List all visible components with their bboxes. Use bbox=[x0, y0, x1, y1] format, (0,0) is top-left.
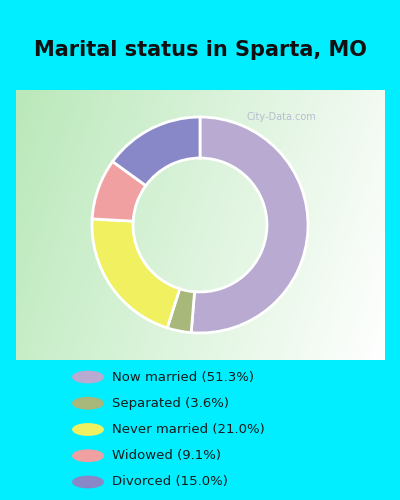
Text: Divorced (15.0%): Divorced (15.0%) bbox=[112, 476, 228, 488]
Text: Never married (21.0%): Never married (21.0%) bbox=[112, 423, 265, 436]
Text: Marital status in Sparta, MO: Marital status in Sparta, MO bbox=[34, 40, 366, 60]
Text: Separated (3.6%): Separated (3.6%) bbox=[112, 397, 229, 410]
Circle shape bbox=[73, 450, 103, 462]
Wedge shape bbox=[92, 162, 146, 221]
Circle shape bbox=[73, 398, 103, 409]
Wedge shape bbox=[191, 117, 308, 333]
Text: City-Data.com: City-Data.com bbox=[246, 112, 316, 122]
Wedge shape bbox=[92, 219, 180, 328]
Circle shape bbox=[73, 424, 103, 435]
Wedge shape bbox=[167, 289, 194, 333]
Text: Now married (51.3%): Now married (51.3%) bbox=[112, 370, 254, 384]
Circle shape bbox=[73, 476, 103, 488]
Text: Widowed (9.1%): Widowed (9.1%) bbox=[112, 449, 221, 462]
Wedge shape bbox=[113, 117, 200, 186]
Circle shape bbox=[73, 372, 103, 382]
